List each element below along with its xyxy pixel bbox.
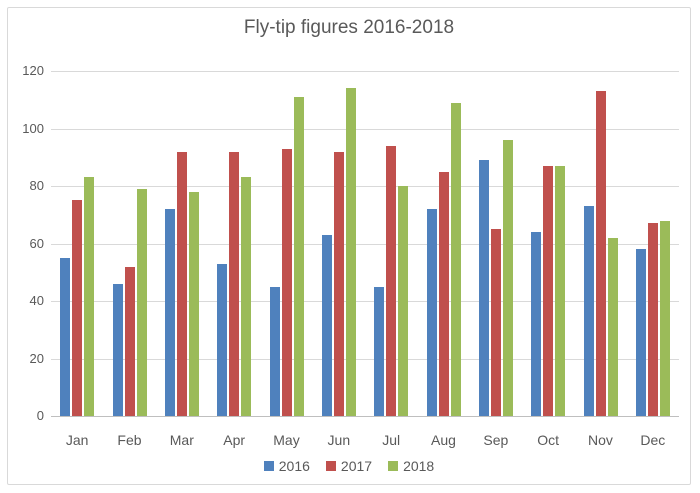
chart-title: Fly-tip figures 2016-2018 [243,17,455,38]
bar-2018-Dec [659,220,670,416]
legend-label: 2017 [340,458,373,474]
x-tick-label: May [273,432,300,448]
gridline [51,186,679,187]
bar-2018-Oct [555,165,566,416]
bar-2018-Feb [136,188,147,416]
bar-2017-Apr [229,151,240,416]
legend-color-swatch [325,461,336,471]
legend-item-2018: 2018 [388,458,434,474]
plot-area [51,71,679,417]
y-tick-label: 120 [22,63,44,78]
y-tick-label: 20 [29,350,44,366]
y-tick-label: 0 [36,408,44,423]
bar-2016-May [269,286,280,416]
x-tick-label: Jun [327,432,351,448]
legend-item-2016: 2016 [263,458,310,474]
bar-2017-Jul [386,145,397,416]
x-tick-label: Sep [483,432,509,448]
bar-2018-Aug [450,102,461,416]
chart: Fly-tip figures 2016-2018 0 20 40 60 80 100 12… [7,7,691,485]
legend-label: 2018 [403,458,435,474]
legend-color-swatch [263,461,274,471]
x-tick-label: Dec [640,432,666,448]
bar-2018-Jan [84,177,95,416]
bar-2018-May [293,96,304,416]
bar-2017-Jun [333,151,344,416]
x-axis-line [51,416,679,417]
bar-2017-Mar [176,151,187,416]
bar-2017-Oct [543,165,554,416]
gridline [51,128,679,130]
bar-2016-Jun [321,234,332,416]
gridline [51,71,679,72]
x-tick-label: Jan [65,432,89,448]
bar-2018-Jun [345,88,356,416]
gridline [51,243,679,245]
bar-2018-Sep [502,140,513,416]
bar-2016-Jan [60,257,71,416]
bar-2017-Jan [72,200,83,416]
y-tick-label: 60 [29,235,44,251]
gridline [51,301,679,302]
x-tick-label: Jul [382,432,401,448]
x-tick-label: Mar [169,432,194,448]
bar-2018-Apr [241,177,252,416]
bar-2017-Feb [124,266,135,416]
bar-2016-Jul [374,286,385,416]
legend: 2016 2017 2018 [8,458,690,474]
bar-2016-Mar [164,209,175,416]
x-tick-label: Feb [117,432,142,448]
x-tick-label: Oct [537,432,560,448]
bar-2017-Dec [647,223,658,416]
bar-2016-Oct [531,232,542,416]
legend-item-2017: 2017 [325,458,373,474]
bar-2017-Nov [595,91,606,416]
bar-2016-Sep [478,160,489,416]
gridline [51,358,679,360]
legend-label: 2016 [278,458,310,474]
bar-2016-Feb [112,283,123,416]
bar-2018-Mar [188,191,199,416]
bar-2017-Sep [490,229,501,416]
x-tick-label: Apr [223,432,246,448]
x-tick-label: Nov [588,432,613,448]
bar-2018-Jul [398,186,409,416]
bar-2016-Apr [217,263,228,416]
bar-2017-May [281,148,292,416]
bar-2016-Nov [583,206,594,416]
bar-2016-Aug [426,209,437,416]
bar-2016-Dec [635,249,646,416]
x-tick-label: Aug [431,432,456,448]
y-tick-label: 40 [29,293,44,308]
bar-2018-Nov [607,237,618,416]
y-tick-label: 80 [29,178,44,193]
legend-color-swatch [388,461,399,471]
bar-2017-Aug [438,171,449,416]
y-tick-label: 100 [22,120,44,136]
